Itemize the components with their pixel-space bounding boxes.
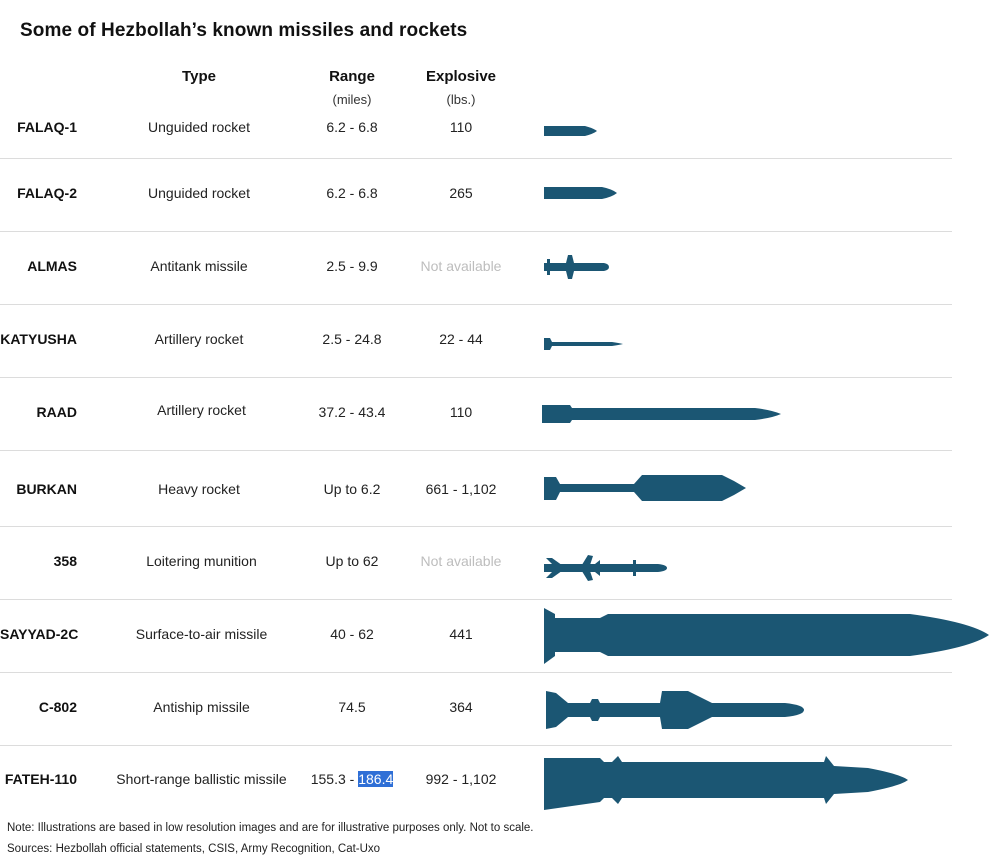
missile-explosive: 22 - 44 (439, 331, 483, 347)
selected-text[interactable]: 186.4 (358, 771, 394, 787)
missile-explosive: 661 - 1,102 (425, 481, 497, 497)
missile-name: FATEH-110 (4, 771, 77, 787)
missile-type: Artillery rocket (157, 402, 246, 418)
missile-range: 40 - 62 (330, 626, 374, 642)
missile-name: ALMAS (27, 258, 77, 274)
missile-name: RAAD (36, 404, 77, 420)
missile-type: Short-range ballistic missile (116, 771, 287, 787)
table-row: FALAQ-2 Unguided rocket 6.2 - 6.8 265 (0, 159, 1000, 232)
row-divider (0, 450, 952, 451)
missile-name: KATYUSHA (0, 331, 77, 347)
header-explosive: Explosive (425, 68, 497, 85)
table-row: BURKAN Heavy rocket Up to 6.2 661 - 1,10… (0, 451, 1000, 527)
missile-range: 2.5 - 9.9 (326, 258, 378, 274)
missile-type: Surface-to-air missile (135, 626, 268, 642)
row-divider (0, 158, 952, 159)
header-range-unit: (miles) (332, 92, 372, 107)
row-divider (0, 599, 952, 600)
row-divider (0, 745, 952, 746)
sources-text: Sources: Hezbollah official statements, … (7, 843, 381, 855)
missile-type: Antiship missile (153, 699, 250, 715)
row-divider (0, 672, 952, 673)
missile-type: Heavy rocket (158, 481, 240, 497)
missile-name: BURKAN (16, 481, 77, 497)
missile-range: 6.2 - 6.8 (326, 185, 378, 201)
missile-range: 2.5 - 24.8 (322, 331, 382, 347)
chart-title: Some of Hezbollah’s known missiles and r… (20, 20, 468, 41)
missile-range: 74.5 (338, 699, 366, 715)
table-row: FALAQ-1 Unguided rocket 6.2 - 6.8 110 (0, 111, 1000, 159)
missile-type: Unguided rocket (148, 119, 250, 135)
table-row: 358 Loitering munition Up to 62 Not avai… (0, 527, 1000, 600)
table-row: ALMAS Antitank missile 2.5 - 9.9 Not ava… (0, 232, 1000, 305)
header-type: Type (182, 68, 216, 85)
missile-name: FALAQ-2 (17, 185, 77, 201)
missile-range: 155.3 - 186.4 (302, 771, 402, 787)
missile-name: SAYYAD-2C (0, 626, 79, 642)
table-row: SAYYAD-2C Surface-to-air missile 40 - 62… (0, 600, 1000, 673)
falaq-2-illustration (544, 187, 617, 199)
table-row: FATEH-110 Short-range ballistic missile … (0, 746, 1000, 818)
table-row: KATYUSHA Artillery rocket 2.5 - 24.8 22 … (0, 305, 1000, 378)
358-illustration (544, 555, 667, 581)
missile-type: Unguided rocket (148, 185, 250, 201)
table-row: C-802 Antiship missile 74.5 364 (0, 673, 1000, 746)
missile-type: Antitank missile (150, 258, 248, 274)
missile-range: Up to 62 (325, 553, 379, 569)
almas-illustration (544, 255, 609, 279)
missile-explosive: 265 (449, 185, 473, 201)
missile-name: FALAQ-1 (17, 119, 77, 135)
missile-explosive: Not available (420, 258, 502, 274)
missile-range: Up to 6.2 (323, 481, 381, 497)
table-row: RAAD Artillery rocket 37.2 - 43.4 110 (0, 378, 1000, 451)
missile-name: C-802 (38, 699, 77, 715)
missile-name: 358 (53, 553, 77, 569)
missile-range: 6.2 - 6.8 (326, 119, 378, 135)
missile-type: Artillery rocket (154, 331, 244, 347)
katyusha-illustration (544, 338, 623, 350)
note-text: Note: Illustrations are based in low res… (7, 822, 534, 834)
fateh-110-illustration (544, 756, 908, 810)
range-start: 155.3 - (310, 771, 359, 787)
missile-explosive: 441 (449, 626, 473, 642)
missile-explosive: 110 (449, 404, 473, 420)
header-range: Range (329, 68, 375, 85)
falaq-1-illustration (544, 126, 597, 136)
row-divider (0, 377, 952, 378)
sayyad-2c-illustration (544, 608, 989, 664)
burkan-illustration (544, 475, 746, 501)
raad-illustration (542, 405, 781, 423)
header-explosive-unit: (lbs.) (446, 92, 476, 107)
missile-explosive: Not available (420, 553, 502, 569)
missile-explosive: 992 - 1,102 (425, 771, 497, 787)
missile-explosive: 110 (449, 119, 473, 135)
missile-range: 37.2 - 43.4 (318, 404, 386, 420)
row-divider (0, 231, 952, 232)
missile-explosive: 364 (449, 699, 473, 715)
row-divider (0, 526, 952, 527)
c-802-illustration (546, 691, 804, 729)
row-divider (0, 304, 952, 305)
missile-type: Loitering munition (146, 553, 257, 569)
